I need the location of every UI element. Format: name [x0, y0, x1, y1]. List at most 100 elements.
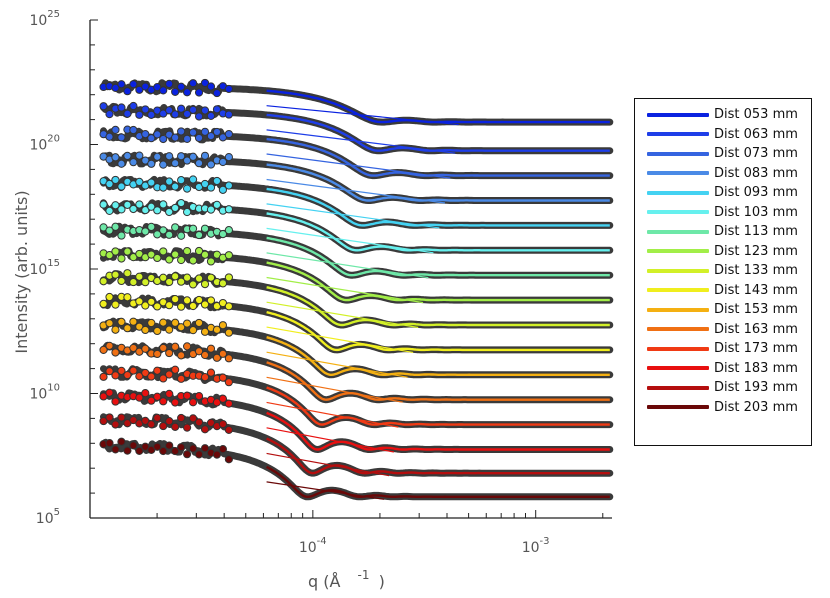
data-point: [117, 80, 126, 89]
fit-curve: [266, 212, 610, 252]
data-point: [188, 414, 198, 423]
series-dist-153-mm: [99, 317, 614, 379]
data-point: [159, 183, 168, 192]
fit-curve: [266, 261, 610, 302]
data-point: [183, 342, 192, 351]
data-point: [153, 206, 162, 215]
data-point: [218, 321, 228, 330]
data-point: [183, 450, 192, 459]
data-point: [105, 367, 114, 376]
series-dist-193-mm: [99, 413, 614, 477]
series-dist-103-mm: [99, 198, 614, 254]
data-point: [177, 277, 186, 286]
data-point: [159, 446, 168, 456]
legend-entry: Dist 073 mm: [635, 144, 811, 164]
data-point: [224, 399, 233, 408]
data-point: [147, 297, 156, 306]
data-point: [188, 280, 198, 289]
series-dist-113-mm: [99, 222, 614, 279]
data-point: [129, 366, 138, 375]
data-point: [123, 200, 132, 209]
data-point: [165, 301, 174, 310]
data-point: [218, 394, 228, 403]
guide-line: [266, 326, 414, 354]
data-point: [177, 413, 186, 423]
data-point: [171, 203, 180, 213]
data-point: [206, 205, 216, 214]
data-point: [200, 224, 210, 233]
legend-label: Dist 123 mm: [714, 243, 798, 259]
data-point: [117, 437, 126, 446]
data-point: [129, 101, 138, 111]
data-point: [218, 185, 228, 194]
data-point: [129, 125, 138, 135]
data-point: [212, 88, 222, 98]
data-point: [183, 391, 192, 400]
data-point: [159, 343, 168, 353]
data-point: [224, 302, 233, 311]
data-point: [194, 112, 204, 121]
fit-curve: [266, 361, 610, 401]
legend-swatch: [647, 327, 709, 332]
data-point: [206, 344, 216, 353]
data-point: [105, 439, 114, 448]
data-point: [129, 80, 138, 89]
data-point: [123, 370, 132, 380]
legend-label: Dist 173 mm: [714, 341, 798, 357]
data-point: [99, 345, 108, 355]
legend-label: Dist 073 mm: [714, 146, 798, 162]
legend-swatch: [647, 249, 709, 254]
data-point: [141, 278, 150, 287]
data-point: [123, 151, 132, 160]
data-point: [188, 256, 198, 265]
legend-swatch: [647, 366, 709, 371]
x-tick-label: 10-4: [299, 536, 327, 556]
series-dist-143-mm: [99, 292, 614, 354]
data-point: [194, 88, 204, 97]
data-point: [141, 344, 150, 353]
data-point: [200, 350, 210, 360]
legend-swatch: [647, 405, 709, 410]
legend-label: Dist 053 mm: [714, 107, 798, 123]
data-point: [171, 182, 180, 191]
legend-label: Dist 153 mm: [714, 302, 798, 318]
data-point: [218, 445, 228, 454]
x-axis-label-close: ): [379, 572, 385, 591]
series-dist-073-mm: [99, 125, 614, 180]
data-point: [188, 152, 198, 161]
data-point: [200, 179, 210, 189]
fit-curve: [266, 336, 610, 376]
data-point: [188, 224, 198, 233]
legend-label: Dist 083 mm: [714, 165, 798, 181]
data-point: [183, 109, 192, 119]
legend-label: Dist 063 mm: [714, 126, 798, 142]
legend-swatch: [647, 171, 709, 176]
data-point: [129, 441, 138, 450]
data-point: [135, 110, 144, 119]
data-point: [183, 207, 192, 217]
data-point: [147, 372, 156, 381]
data-point: [206, 160, 216, 169]
data-point: [171, 295, 180, 304]
data-point: [177, 82, 186, 91]
data-point: [218, 419, 228, 429]
data-point: [123, 247, 132, 256]
data-point: [194, 392, 204, 401]
data-point: [105, 319, 114, 328]
data-point: [171, 272, 180, 281]
data-point: [183, 246, 192, 256]
legend-label: Dist 193 mm: [714, 380, 798, 396]
series-dist-133-mm: [99, 269, 614, 329]
y-axis-label: Intensity (arb. units): [12, 190, 31, 353]
data-point: [218, 349, 228, 358]
data-point: [165, 255, 174, 264]
data-point: [183, 273, 192, 282]
data-point: [141, 301, 150, 310]
legend-swatch: [647, 190, 709, 195]
data-point: [206, 296, 216, 305]
data-point: [147, 134, 156, 143]
data-point: [224, 226, 233, 235]
guide-line: [266, 452, 390, 477]
data-point: [105, 341, 114, 350]
legend-swatch: [647, 307, 709, 312]
